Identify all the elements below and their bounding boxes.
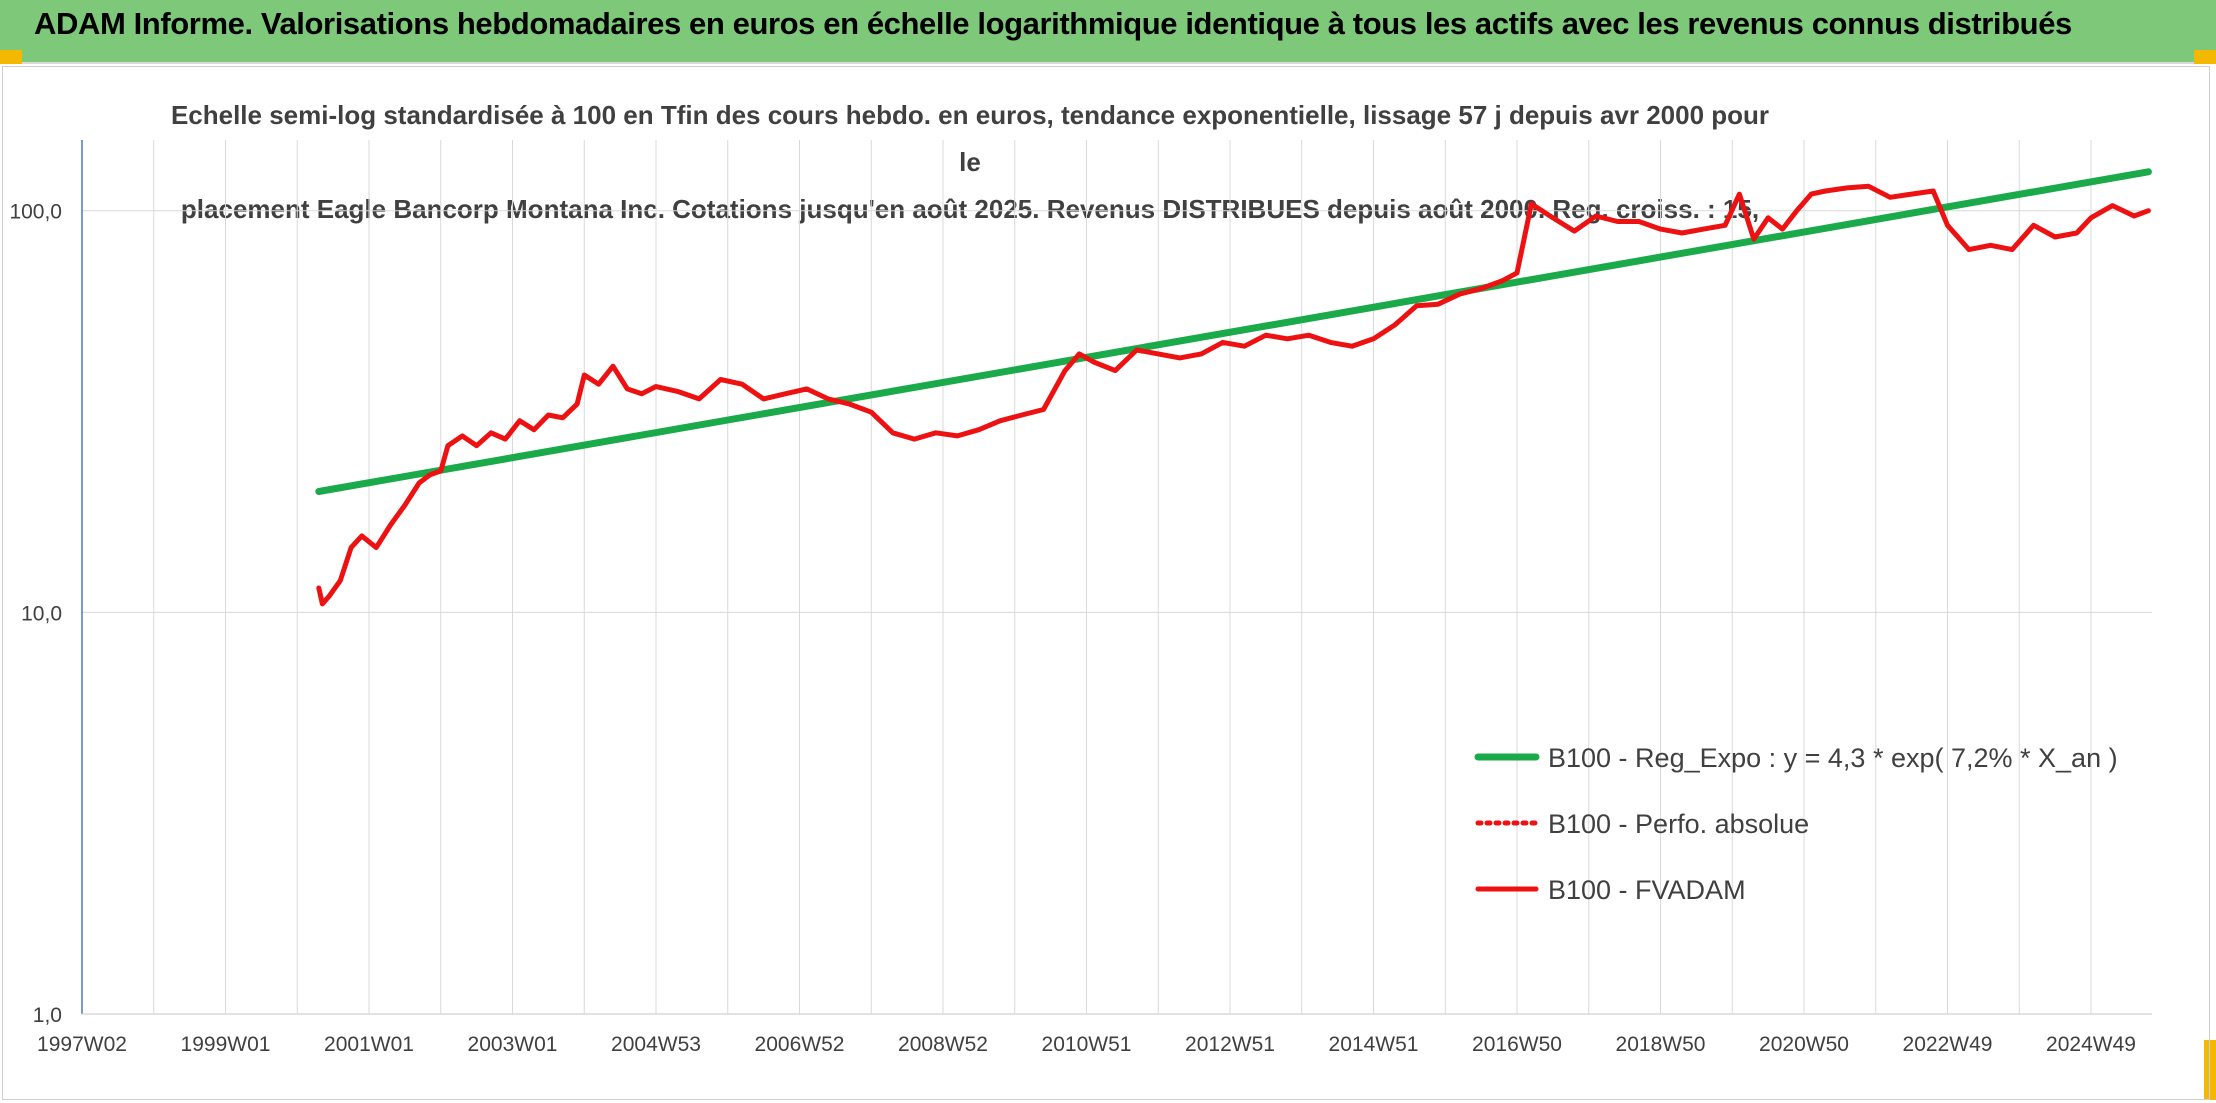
y-tick-label: 1,0: [33, 1004, 62, 1027]
x-tick-label: 2012W51: [1185, 1033, 1275, 1056]
x-tick-label: 2003W01: [468, 1033, 558, 1056]
report-title: ADAM Informe. Valorisations hebdomadaire…: [34, 6, 2072, 41]
x-tick-label: 2022W49: [1903, 1033, 1993, 1056]
axes: 1,0 10,0 100,0 1997W02 1999W01 2001W01 2003W01…: [9, 140, 2152, 1056]
trend-line: [315, 168, 2152, 495]
x-tick-label: 2001W01: [324, 1033, 414, 1056]
x-tick-label: 2024W49: [2046, 1033, 2136, 1056]
fvadam-line: [316, 183, 2151, 607]
legend: B100 - Reg_Expo : y = 4,3 * exp( 7,2% * …: [1474, 743, 2118, 905]
x-tick-label: 1999W01: [181, 1033, 271, 1056]
chart-title-line-1: Echelle semi-log standardisée à 100 en T…: [170, 100, 1770, 177]
x-tick-label: 2018W50: [1616, 1033, 1706, 1056]
chart-title: Echelle semi-log standardisée à 100 en T…: [160, 92, 1780, 233]
y-tick-label: 100,0: [9, 201, 62, 224]
x-tick-label: 2008W52: [898, 1033, 988, 1056]
chart-frame: [2, 66, 2210, 1100]
legend-label-fvadam-line: B100 - FVADAM: [1548, 875, 1746, 905]
legend-label-trend-line: B100 - Reg_Expo : y = 4,3 * exp( 7,2% * …: [1548, 743, 2118, 773]
y-tick-label: 10,0: [21, 602, 62, 625]
x-tick-label: 2004W53: [611, 1033, 701, 1056]
x-tick-label: 2020W50: [1759, 1033, 1849, 1056]
chart-title-line-2: placement Eagle Bancorp Montana Inc. Cot…: [180, 194, 1760, 224]
corner-mark-left: [0, 50, 22, 64]
report-banner: ADAM Informe. Valorisations hebdomadaire…: [0, 0, 2216, 64]
corner-mark-right: [2194, 50, 2216, 64]
x-tick-label: 2010W51: [1042, 1033, 1132, 1056]
series-group: [315, 168, 2152, 607]
grid: [81, 140, 2152, 1015]
corner-mark-bottom-right: [2204, 1040, 2216, 1100]
x-tick-label: 2016W50: [1472, 1033, 1562, 1056]
x-tick-label: 2006W52: [755, 1033, 845, 1056]
x-tick-label: 1997W02: [37, 1033, 127, 1056]
legend-label-perfo-absolue-line: B100 - Perfo. absolue: [1548, 809, 1809, 839]
x-tick-label: 2014W51: [1329, 1033, 1419, 1056]
